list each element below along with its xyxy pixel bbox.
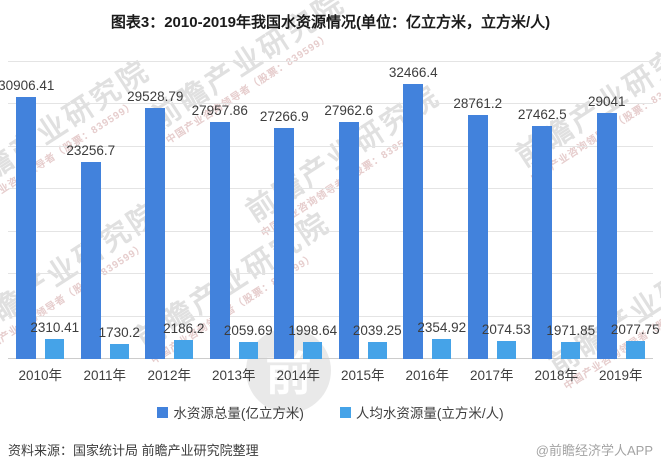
- value-label: 1998.64: [288, 323, 338, 339]
- bar-group-2013年: 27957.86 2059.69: [192, 62, 273, 359]
- value-label: 29528.79: [127, 89, 184, 105]
- bar-total-2013年: 27957.86: [192, 103, 248, 359]
- legend-swatch-icon: [339, 406, 351, 418]
- x-tick-label: 2016年: [405, 368, 450, 383]
- value-label: 27957.86: [191, 102, 248, 118]
- value-label: 29041: [587, 93, 626, 109]
- x-axis-line: [8, 358, 653, 359]
- bar-percapita-2019年: 2077.75: [611, 322, 660, 359]
- bar-groups: 30906.41 2310.41 23256.7 1730.2 29528.79 2186…: [0, 62, 660, 359]
- bar-total-2010年: 30906.41: [0, 78, 54, 359]
- value-label: 2077.75: [610, 322, 660, 338]
- x-tick-label: 2017年: [469, 368, 514, 383]
- x-tick-label: 2014年: [276, 368, 321, 383]
- x-tick-label: 2018年: [534, 368, 579, 383]
- value-label: 32466.4: [388, 64, 438, 80]
- x-tick-label: 2011年: [83, 368, 127, 383]
- bar-group-2012年: 29528.79 2186.2: [127, 62, 204, 359]
- x-axis: 2010年 2011年 2012年 2013年 2014年 2015年 2016年 2017年…: [8, 364, 653, 384]
- bar-group-2014年: 27266.9 1998.64: [260, 62, 337, 359]
- bar-group-2019年: 29041 2077.75: [588, 62, 660, 359]
- chart-title: 图表3：2010-2019年我国水资源情况(单位：亿立方米，立方米/人): [110, 14, 551, 31]
- value-label: 30906.41: [0, 77, 55, 93]
- footer: 资料来源：国家统计局 前瞻产业研究院整理 @前瞻经济学人APP: [8, 440, 653, 459]
- bar-total-2016年: 32466.4: [389, 65, 438, 359]
- value-label: 1730.2: [98, 325, 140, 341]
- bar-group-2016年: 32466.4 2354.92: [389, 62, 466, 359]
- legend: 水资源总量(亿立方米) 人均水资源量(立方米/人): [0, 402, 661, 422]
- bar-percapita-2015年: 2039.25: [353, 323, 402, 359]
- bar-total-2018年: 27462.5: [518, 107, 567, 359]
- value-label: 27266.9: [259, 108, 309, 124]
- bar-group-2018年: 27462.5 1971.85: [518, 62, 595, 359]
- value-label: 28761.2: [453, 95, 503, 111]
- value-label: 27462.5: [517, 106, 567, 122]
- bar-total-2017年: 28761.2: [453, 96, 502, 359]
- value-label: 2039.25: [352, 322, 402, 338]
- bar-total-2015年: 27962.6: [324, 103, 373, 359]
- gridline: [8, 273, 653, 275]
- bar-group-2010年: 30906.41 2310.41: [0, 62, 79, 359]
- gridline: [8, 230, 653, 232]
- legend-label: 水资源总量(亿立方米): [173, 406, 304, 421]
- bar-total-2012年: 29528.79: [127, 89, 183, 359]
- x-tick-label: 2012年: [147, 368, 192, 383]
- plot-area: 30906.41 2310.41 23256.7 1730.2 29528.79 2186…: [0, 61, 660, 359]
- value-label: 2310.41: [30, 320, 80, 336]
- credit-note: @前瞻经济学人APP: [535, 443, 653, 458]
- gridline: [8, 103, 653, 105]
- bar-percapita-2012年: 2186.2: [163, 321, 204, 359]
- bar-percapita-2011年: 1730.2: [99, 325, 140, 359]
- bar-percapita-2010年: 2310.41: [30, 320, 79, 359]
- source-note: 资料来源：国家统计局 前瞻产业研究院整理: [8, 443, 259, 458]
- bar-percapita-2017年: 2074.53: [482, 322, 531, 359]
- bar-total-2011年: 23256.7: [66, 143, 115, 359]
- value-label: 2354.92: [417, 320, 467, 336]
- bar-total-2019年: 29041: [588, 94, 626, 359]
- x-tick-label: 2010年: [18, 368, 63, 383]
- legend-label: 人均水资源量(立方米/人): [355, 406, 504, 421]
- bar-group-2015年: 27962.6 2039.25: [324, 62, 402, 359]
- value-label: 27962.6: [324, 102, 374, 118]
- gridline: [8, 315, 653, 317]
- legend-item: 水资源总量(亿立方米): [157, 402, 304, 422]
- bar-percapita-2016年: 2354.92: [417, 320, 466, 359]
- value-label: 2059.69: [223, 322, 273, 338]
- gridline: [8, 145, 653, 147]
- value-label: 1971.85: [546, 323, 596, 339]
- legend-swatch-icon: [157, 406, 169, 418]
- value-label: 23256.7: [66, 142, 116, 158]
- gridline: [8, 188, 653, 190]
- bar-total-2014年: 27266.9: [260, 109, 309, 359]
- x-tick-label: 2013年: [211, 368, 256, 383]
- bar-group-2017年: 28761.2 2074.53: [453, 62, 531, 359]
- value-label: 2186.2: [163, 321, 205, 337]
- bar-percapita-2014年: 1998.64: [288, 323, 337, 359]
- bar-group-2011年: 23256.7 1730.2: [66, 62, 140, 359]
- value-label: 2074.53: [481, 322, 531, 338]
- bar-percapita-2013年: 2059.69: [224, 323, 273, 359]
- x-tick-label: 2015年: [340, 368, 385, 383]
- x-tick-label: 2019年: [598, 368, 643, 383]
- gridline: [8, 61, 653, 62]
- bar-percapita-2018年: 1971.85: [546, 323, 595, 359]
- legend-item: 人均水资源量(立方米/人): [339, 402, 504, 422]
